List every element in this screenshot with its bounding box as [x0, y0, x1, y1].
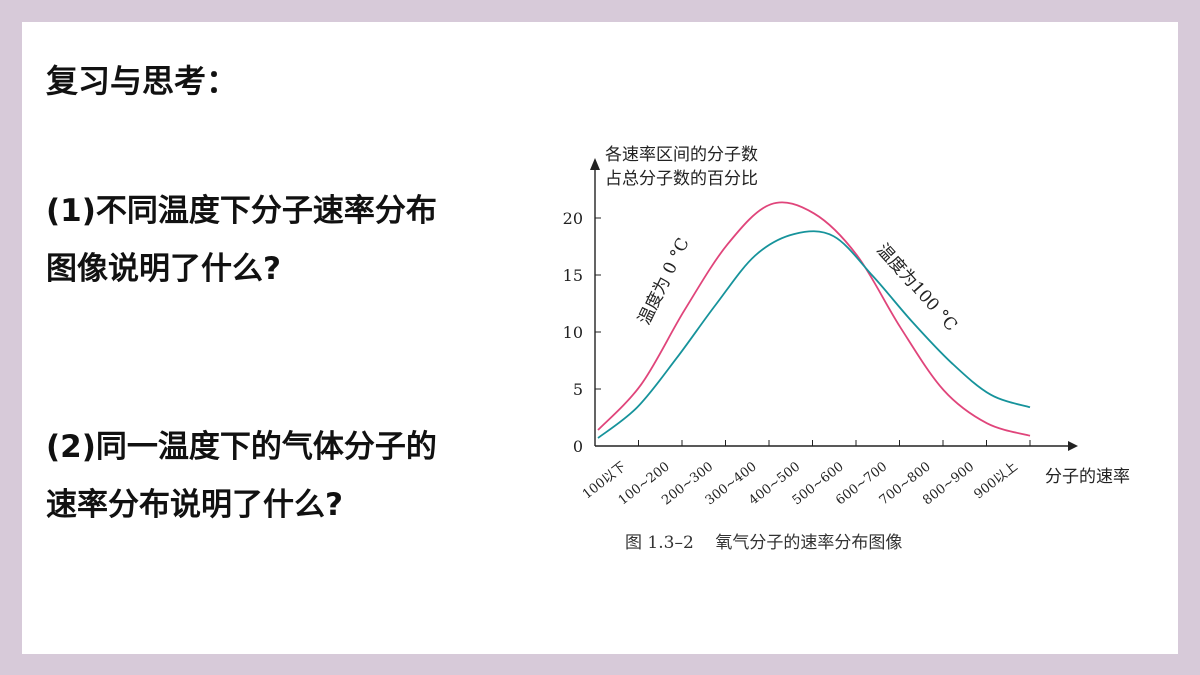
y-tick-label: 15: [563, 266, 583, 285]
series-label-1: 温度为 0 °C: [635, 235, 694, 328]
series-label-2: 温度为100 °C: [872, 240, 961, 335]
slide: 复习与思考： (1)不同温度下分子速率分布 图像说明了什么? (2)同一温度下的…: [22, 22, 1178, 654]
question-1: (1)不同温度下分子速率分布 图像说明了什么?: [46, 182, 516, 298]
y-tick-label: 10: [563, 323, 583, 342]
x-axis-arrow: [1068, 441, 1078, 451]
y-axis-label-line: 各速率区间的分子数: [605, 145, 758, 165]
y-axis-arrow: [590, 158, 600, 170]
question-2-line-2: 速率分布说明了什么?: [46, 487, 343, 523]
y-tick-label: 5: [573, 380, 583, 399]
slide-heading: 复习与思考：: [46, 62, 239, 100]
y-axis-label-line: 占总分子数的百分比: [605, 169, 758, 189]
question-2-line-1: (2)同一温度下的气体分子的: [46, 429, 437, 465]
speed-distribution-chart: 各速率区间的分子数占总分子数的百分比分子的速率05101520100以下100~…: [563, 145, 1130, 508]
series-line-1: [597, 201, 1031, 437]
x-axis-label: 分子的速率: [1045, 467, 1130, 487]
question-2: (2)同一温度下的气体分子的 速率分布说明了什么?: [46, 418, 516, 534]
question-1-line-2: 图像说明了什么?: [46, 251, 281, 287]
y-tick-label: 0: [573, 437, 583, 456]
series-line-2: [597, 230, 1031, 439]
figure-caption: 图 1.3–2 氧气分子的速率分布图像: [625, 533, 903, 553]
y-tick-label: 20: [563, 209, 583, 228]
question-1-line-1: (1)不同温度下分子速率分布: [46, 193, 437, 229]
x-tick-label: 900以上: [971, 459, 1020, 502]
